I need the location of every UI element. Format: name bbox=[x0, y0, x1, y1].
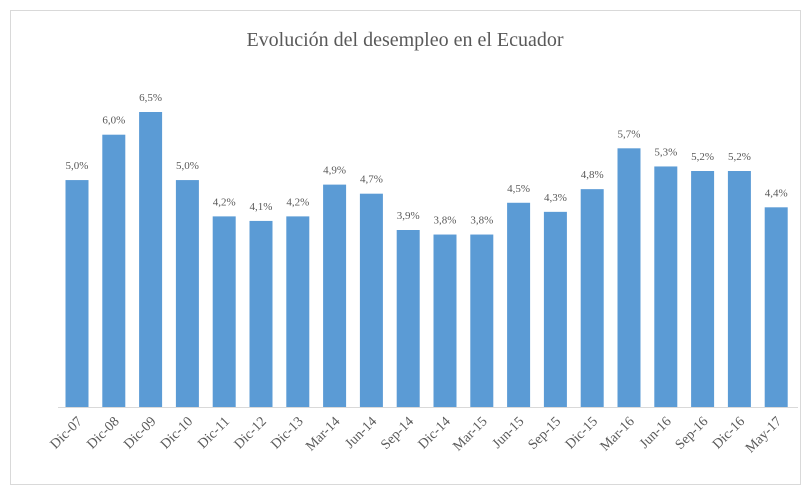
data-label: 3,8% bbox=[434, 215, 457, 227]
data-label: 5,0% bbox=[176, 160, 199, 172]
data-label: 5,2% bbox=[728, 151, 751, 163]
bar bbox=[691, 171, 715, 407]
data-label: 4,2% bbox=[286, 196, 309, 208]
data-label: 4,9% bbox=[323, 165, 346, 177]
bar bbox=[470, 234, 494, 407]
data-label: 5,7% bbox=[618, 128, 641, 140]
chart-title: Evolución del desempleo en el Ecuador bbox=[246, 29, 563, 51]
bar bbox=[580, 189, 604, 407]
bar bbox=[323, 184, 347, 407]
bar bbox=[727, 171, 751, 407]
data-label: 6,0% bbox=[102, 115, 125, 127]
bar bbox=[212, 216, 236, 407]
bar bbox=[433, 234, 457, 407]
bar bbox=[249, 220, 273, 407]
bar bbox=[507, 202, 531, 407]
data-label: 3,9% bbox=[397, 210, 420, 222]
data-label: 4,5% bbox=[507, 183, 530, 195]
data-label: 3,8% bbox=[470, 215, 493, 227]
data-label: 5,2% bbox=[691, 151, 714, 163]
bar bbox=[764, 207, 788, 407]
bar bbox=[543, 211, 567, 407]
bar bbox=[396, 230, 420, 407]
bar bbox=[286, 216, 310, 407]
data-label: 4,2% bbox=[213, 196, 236, 208]
bar bbox=[359, 193, 383, 407]
data-label: 4,1% bbox=[250, 201, 273, 213]
bar bbox=[175, 180, 199, 407]
bar bbox=[102, 134, 126, 407]
bar bbox=[65, 180, 89, 407]
bar bbox=[617, 148, 641, 408]
data-label: 6,5% bbox=[139, 92, 162, 104]
data-label: 4,3% bbox=[544, 192, 567, 204]
data-label: 4,8% bbox=[581, 169, 604, 181]
data-label: 4,7% bbox=[360, 174, 383, 186]
data-label: 5,3% bbox=[654, 146, 677, 158]
data-label: 5,0% bbox=[66, 160, 89, 172]
bar bbox=[139, 112, 163, 407]
bar bbox=[654, 166, 678, 407]
data-label: 4,4% bbox=[765, 187, 788, 199]
